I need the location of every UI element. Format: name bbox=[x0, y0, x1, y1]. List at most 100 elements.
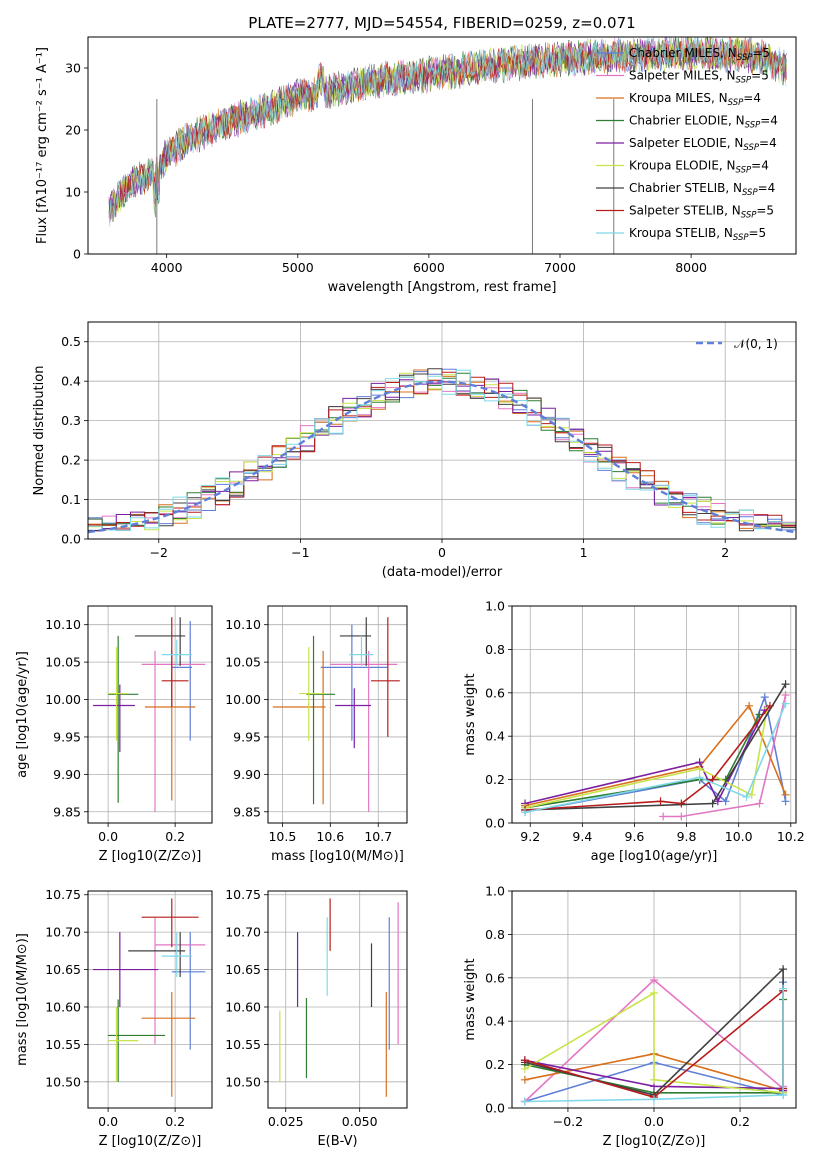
mass-weight-line-8 bbox=[524, 988, 784, 1103]
y-tick-label: 10.60 bbox=[225, 999, 261, 1014]
data-marker bbox=[650, 1095, 658, 1104]
data-marker bbox=[760, 693, 769, 702]
x-tick-label: 6000 bbox=[413, 260, 445, 275]
mass-weight-line-8 bbox=[524, 703, 787, 813]
y-tick-label: 9.90 bbox=[233, 767, 261, 782]
data-marker bbox=[781, 690, 790, 699]
y-axis-label: mass [log10(M/M⊙)] bbox=[15, 933, 30, 1066]
panel-residuals: −2 −1 0 1 2 0.0 0.1 0.2 0.3 0.4 0.5 (data-model)/er… bbox=[32, 321, 797, 580]
y-tick-label: 0.0 bbox=[61, 532, 81, 547]
x-axis-label: wavelength [Angstrom, rest frame] bbox=[328, 280, 557, 295]
axes-frame bbox=[87, 605, 213, 824]
x-tick-label: 10.7 bbox=[364, 829, 392, 844]
y-tick-label: 30 bbox=[65, 61, 81, 76]
data-marker bbox=[659, 812, 668, 821]
y-tick-label: 1.0 bbox=[485, 599, 505, 614]
axes-frame bbox=[267, 890, 408, 1109]
y-tick-label: 0.0 bbox=[485, 1101, 505, 1116]
y-tick-label: 9.95 bbox=[53, 729, 81, 744]
axes-frame bbox=[87, 321, 797, 540]
x-tick-label: 0.0 bbox=[98, 829, 118, 844]
x-axis-label: Z [log10(Z/Z⊙)] bbox=[603, 1134, 706, 1149]
mass-weight-line-5 bbox=[524, 991, 784, 1094]
x-axis-label: Z [log10(Z/Z⊙)] bbox=[99, 849, 202, 864]
panel-age-vs-Z: 0.0 0.2 9.85 9.90 9.95 10.00 10.05 10.10 Z [log1… bbox=[15, 605, 213, 864]
x-tick-label: 0.050 bbox=[342, 1114, 378, 1129]
y-tick-label: 10.65 bbox=[45, 962, 81, 977]
x-tick-label: 9.6 bbox=[625, 829, 645, 844]
data-marker bbox=[656, 797, 665, 806]
x-axis-label: mass [log10(M/M⊙)] bbox=[271, 849, 404, 864]
legend-label: Chabrier ELODIE, NSSP=4 bbox=[629, 114, 778, 131]
data-marker bbox=[650, 988, 658, 997]
data-marker bbox=[708, 799, 717, 808]
x-axis-label: E(B-V) bbox=[317, 1134, 357, 1149]
data-marker bbox=[695, 773, 704, 782]
data-marker bbox=[781, 699, 790, 708]
data-marker bbox=[779, 984, 788, 993]
y-tick-label: 10.55 bbox=[225, 1037, 261, 1052]
y-tick-label: 10.05 bbox=[45, 655, 81, 670]
data-marker bbox=[781, 680, 790, 689]
y-tick-label: 9.85 bbox=[53, 804, 81, 819]
mass-weight-line-3 bbox=[524, 714, 761, 809]
axes-frame bbox=[511, 605, 797, 824]
y-tick-label: 0.8 bbox=[485, 927, 505, 942]
y-tick-label: 10.75 bbox=[225, 887, 261, 902]
x-axis-label: age [log10(age/yr)] bbox=[591, 849, 718, 864]
y-tick-label: 10.50 bbox=[225, 1074, 261, 1089]
legend-label: Salpeter STELIB, NSSP=5 bbox=[629, 204, 774, 221]
y-tick-label: 10.10 bbox=[45, 617, 81, 632]
data-marker bbox=[520, 1075, 529, 1084]
plot-area bbox=[521, 680, 790, 821]
data-marker bbox=[755, 799, 764, 808]
y-tick-label: 10.60 bbox=[45, 999, 81, 1014]
axes-frame bbox=[267, 605, 408, 824]
data-marker bbox=[521, 808, 530, 817]
y-tick-label: 0.4 bbox=[485, 1014, 505, 1029]
data-marker bbox=[742, 792, 751, 801]
spectrum-line-8 bbox=[108, 37, 787, 227]
y-tick-label: 10.70 bbox=[225, 925, 261, 940]
panel-mass-weight-vs-Z: −0.2 0.0 0.2 0.0 0.2 0.4 0.6 0.8 1.0 Z [log10(Z/Z… bbox=[463, 884, 797, 1149]
x-tick-label: 10.0 bbox=[725, 829, 753, 844]
x-tick-label: −0.2 bbox=[553, 1114, 583, 1129]
x-tick-label: 0.2 bbox=[730, 1114, 750, 1129]
x-tick-label: −2 bbox=[150, 545, 168, 560]
y-tick-label: 10.50 bbox=[45, 1074, 81, 1089]
data-marker bbox=[781, 790, 790, 799]
y-tick-label: 0.1 bbox=[61, 492, 81, 507]
plot-area bbox=[93, 898, 206, 1097]
data-marker bbox=[520, 1056, 529, 1065]
x-tick-label: 5000 bbox=[282, 260, 314, 275]
data-marker bbox=[713, 797, 722, 806]
mass-weight-line-1 bbox=[663, 694, 787, 818]
x-tick-label: 0.0 bbox=[98, 1114, 118, 1129]
legend-label: Chabrier STELIB, NSSP=4 bbox=[629, 181, 775, 198]
y-tick-label: 10.05 bbox=[225, 655, 261, 670]
y-tick-label: 10.00 bbox=[225, 692, 261, 707]
y-tick-label: 0 bbox=[73, 247, 81, 262]
data-marker bbox=[765, 701, 774, 710]
x-tick-label: 4000 bbox=[151, 260, 183, 275]
x-tick-label: 8000 bbox=[675, 260, 707, 275]
legend: Chabrier MILES, NSSP=5 Salpeter MILES, NS… bbox=[596, 46, 778, 243]
y-tick-label: 10 bbox=[65, 185, 81, 200]
y-tick-label: 0.6 bbox=[485, 970, 505, 985]
x-tick-label: 0.2 bbox=[165, 1114, 185, 1129]
y-tick-label: 10.75 bbox=[45, 887, 81, 902]
y-tick-label: 0.4 bbox=[485, 729, 505, 744]
panel-spectrum: 4000 5000 6000 7000 8000 0 10 20 30 wavelength [A… bbox=[35, 36, 797, 295]
panel-mass-vs-Z: 0.0 0.2 10.50 10.55 10.60 10.65 10.70 10.75 Z [l… bbox=[15, 887, 213, 1149]
x-tick-label: 7000 bbox=[544, 260, 576, 275]
x-tick-label: 10.2 bbox=[777, 829, 805, 844]
panel-age-vs-mass: 10.5 10.6 10.7 9.85 9.90 9.95 10.00 10.05 10.10 m… bbox=[225, 605, 408, 864]
y-tick-label: 1.0 bbox=[485, 884, 505, 899]
y-axis-label: mass weight bbox=[463, 673, 478, 755]
y-axis-label: Normed distribution bbox=[32, 366, 47, 496]
axes-frame bbox=[87, 36, 797, 255]
x-tick-label: −1 bbox=[291, 545, 309, 560]
x-tick-label: 9.8 bbox=[677, 829, 697, 844]
normal-reference-curve bbox=[88, 380, 796, 534]
x-tick-label: 2 bbox=[721, 545, 729, 560]
